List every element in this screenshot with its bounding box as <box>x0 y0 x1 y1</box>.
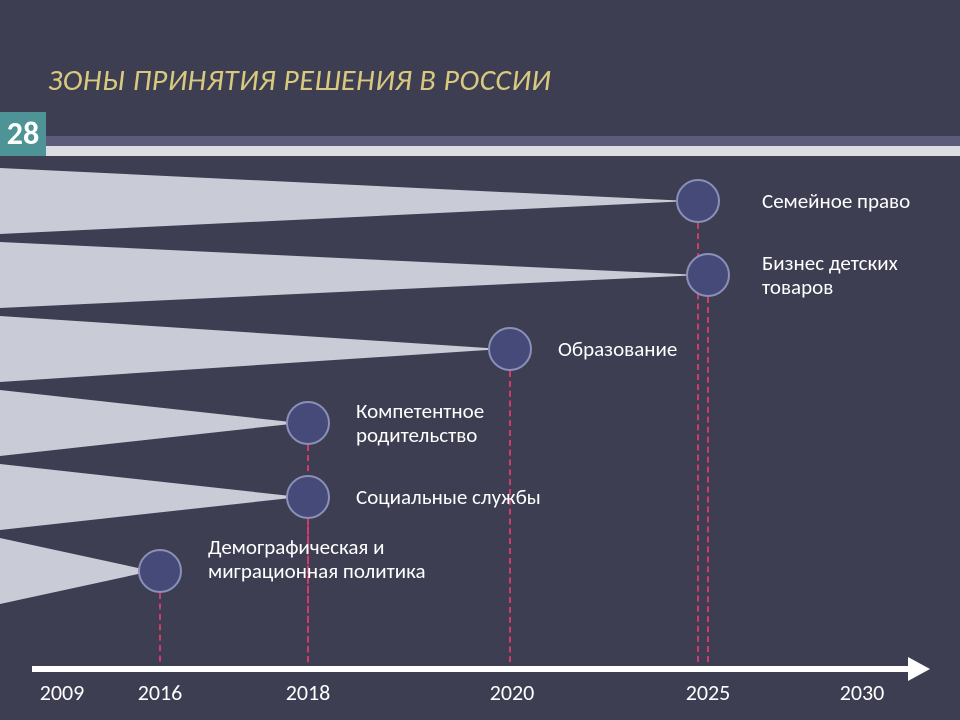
timeline-tick: 2030 <box>840 679 885 706</box>
slide-number-tab: 28 <box>0 112 46 156</box>
zone-label: Компетентное родительство <box>356 399 556 447</box>
zone-label: Социальные службы <box>356 485 541 509</box>
header-stripe <box>46 136 960 156</box>
slide-title: ЗОНЫ ПРИНЯТИЯ РЕШЕНИЯ В РОССИИ <box>48 62 551 99</box>
timeline-diagram: Семейное право Бизнес детских товаров Обра… <box>0 156 960 720</box>
zone-node <box>686 253 730 297</box>
zone-node <box>138 549 182 593</box>
timeline-tick: 2025 <box>686 679 731 706</box>
stripe-bot <box>46 146 960 156</box>
zone-node <box>488 327 532 371</box>
zone-node <box>676 179 720 223</box>
zone-wedge <box>0 168 690 234</box>
timeline-tick: 2018 <box>286 679 331 706</box>
zone-wedge <box>0 242 700 308</box>
header: ЗОНЫ ПРИНЯТИЯ РЕШЕНИЯ В РОССИИ 28 <box>0 0 960 156</box>
zone-label: Бизнес детских товаров <box>762 251 932 299</box>
zone-dash <box>707 297 709 672</box>
zone-label: Образование <box>558 337 677 361</box>
zone-dash <box>159 593 161 672</box>
stripe-top <box>46 136 960 146</box>
timeline-tick: 2020 <box>490 679 535 706</box>
axis-arrow-icon <box>908 657 930 681</box>
zone-node <box>286 401 330 445</box>
timeline-tick: 2009 <box>40 679 85 706</box>
zone-wedge <box>0 538 152 604</box>
timeline-axis <box>32 666 928 672</box>
timeline-tick: 2016 <box>138 679 183 706</box>
zone-node <box>286 475 330 519</box>
zone-wedge <box>0 464 300 530</box>
zone-wedge <box>0 390 300 456</box>
zone-label: Семейное право <box>762 189 910 213</box>
slide: ЗОНЫ ПРИНЯТИЯ РЕШЕНИЯ В РОССИИ 28 Семейн… <box>0 0 960 720</box>
zone-label: Демографическая и миграционная политика <box>208 535 438 583</box>
zone-wedge <box>0 316 502 382</box>
axis-line <box>32 666 910 672</box>
